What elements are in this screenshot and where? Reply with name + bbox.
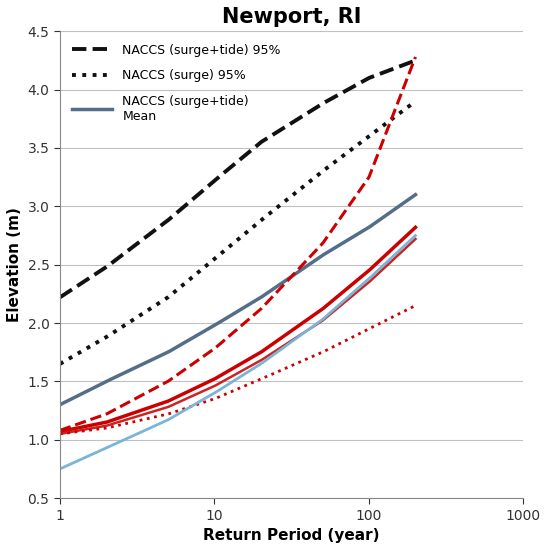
NACCS (surge+tide) 95% <box>412 57 419 64</box>
NACCS (surge+tide) 95% <box>269 132 275 139</box>
NACCS (surge) 95% <box>269 208 275 215</box>
NACCS (surge) 95% <box>404 104 410 111</box>
NACCS (surge+tide) 95% <box>404 60 410 67</box>
NACCS (surge+tide) 95% <box>348 84 355 91</box>
NACCS (surge+tide)
Mean <box>56 402 63 408</box>
NACCS (surge) 95% <box>348 146 355 153</box>
NACCS (surge) 95% <box>226 244 232 250</box>
NACCS (surge+tide)
Mean <box>269 287 275 293</box>
NACCS (surge+tide) 95% <box>56 294 63 301</box>
NACCS (surge+tide)
Mean <box>227 312 234 319</box>
NACCS (surge+tide)
Mean <box>226 314 232 320</box>
NACCS (surge+tide) 95% <box>227 164 234 170</box>
NACCS (surge) 95% <box>56 361 63 367</box>
Line: NACCS (surge+tide) 95%: NACCS (surge+tide) 95% <box>60 60 415 298</box>
NACCS (surge) 95% <box>412 98 419 104</box>
Legend: NACCS (surge+tide) 95%, NACCS (surge) 95%, NACCS (surge+tide)
Mean: NACCS (surge+tide) 95%, NACCS (surge) 95… <box>66 37 287 129</box>
NACCS (surge+tide)
Mean <box>404 197 410 204</box>
X-axis label: Return Period (year): Return Period (year) <box>203 528 380 543</box>
NACCS (surge+tide)
Mean <box>412 191 419 198</box>
NACCS (surge+tide) 95% <box>226 166 232 172</box>
NACCS (surge) 95% <box>249 224 255 231</box>
Title: Newport, RI: Newport, RI <box>222 7 361 27</box>
Line: NACCS (surge) 95%: NACCS (surge) 95% <box>60 101 415 364</box>
Line: NACCS (surge+tide)
Mean: NACCS (surge+tide) Mean <box>60 195 415 405</box>
NACCS (surge+tide)
Mean <box>249 299 255 306</box>
NACCS (surge+tide) 95% <box>249 146 255 152</box>
NACCS (surge+tide)
Mean <box>348 235 355 241</box>
Y-axis label: Elevation (m): Elevation (m) <box>7 207 22 322</box>
NACCS (surge) 95% <box>227 242 234 249</box>
